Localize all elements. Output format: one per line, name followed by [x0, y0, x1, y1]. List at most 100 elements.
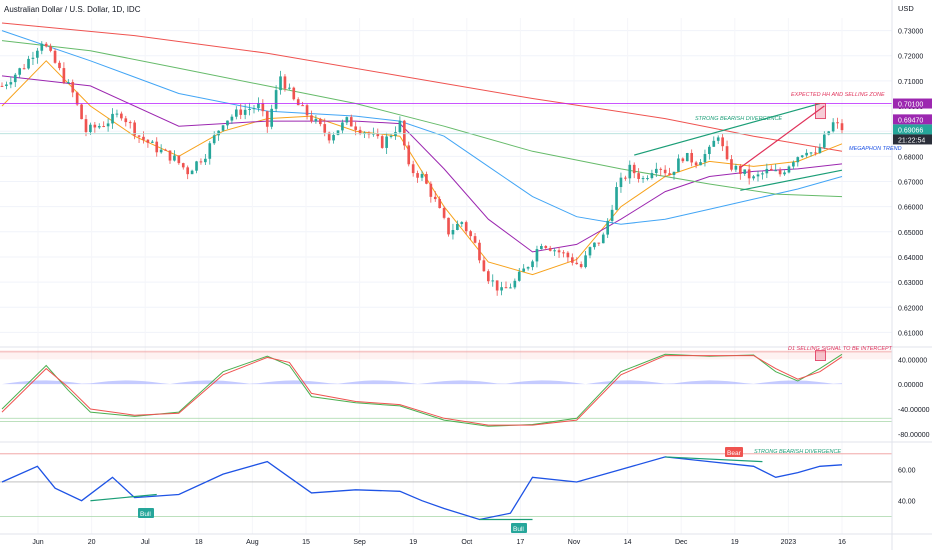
time-tick-label: 18 — [195, 539, 203, 546]
candle-body — [279, 76, 282, 91]
candle-body — [9, 82, 13, 85]
candlesticks — [0, 41, 844, 296]
candle-body — [840, 123, 844, 131]
candle-body — [681, 158, 685, 162]
candle-body — [380, 136, 384, 148]
candle-body — [120, 113, 123, 119]
price-tick-label: 0.65000 — [898, 230, 923, 237]
candle-body — [44, 43, 48, 47]
candle-body — [761, 173, 764, 175]
candle-body — [531, 261, 534, 268]
candle-body — [301, 105, 304, 107]
candle-body — [646, 178, 649, 180]
candle-body — [296, 99, 300, 106]
candle-body — [486, 271, 490, 282]
candle-body — [111, 113, 114, 124]
candle-body — [252, 108, 256, 110]
stochastic-panel — [0, 350, 892, 427]
time-tick-label: 20 — [88, 539, 96, 546]
candle-body — [221, 125, 225, 131]
candle-body — [738, 165, 742, 174]
time-tick-label: 14 — [624, 539, 632, 546]
candle-body — [248, 108, 251, 110]
price-badge: 0.69066 — [898, 127, 923, 134]
candle-body — [13, 74, 17, 83]
candle-body — [615, 187, 618, 210]
candle-body — [429, 183, 433, 197]
oscillator-line — [1, 355, 843, 426]
candle-body — [460, 222, 464, 224]
time-tick-label: Oct — [461, 539, 472, 546]
candle-body — [310, 115, 313, 122]
candle-body — [570, 257, 574, 263]
price-badge-bg — [893, 114, 932, 125]
candle-body — [243, 109, 247, 115]
candle-body — [358, 129, 362, 134]
candle-body — [522, 268, 526, 272]
candle-body — [734, 165, 738, 170]
candle-body — [226, 120, 229, 126]
candle-body — [106, 123, 110, 127]
candle-body — [517, 271, 521, 281]
candle-body — [49, 46, 52, 51]
price-tick-label: 0.64000 — [898, 255, 923, 262]
candle-body — [451, 229, 455, 235]
candle-body — [204, 158, 207, 163]
candle-body — [553, 250, 556, 252]
candle-body — [173, 155, 176, 161]
candle-body — [526, 267, 530, 269]
price-badge-bg — [893, 98, 932, 109]
candle-body — [562, 252, 565, 254]
candle-body — [447, 217, 450, 235]
candle-body — [115, 113, 119, 115]
candle-body — [610, 209, 614, 221]
candle-body — [504, 287, 508, 289]
candle-body — [22, 68, 26, 70]
candle-body — [62, 68, 66, 83]
candle-body — [128, 122, 132, 124]
candle-body — [93, 124, 97, 128]
candle-body — [137, 135, 141, 137]
candle-body — [814, 152, 817, 154]
candle-body — [836, 122, 839, 124]
price-badge-bg — [893, 124, 932, 135]
candle-body — [566, 252, 570, 258]
price-badge: 0.70100 — [898, 102, 923, 109]
candle-body — [425, 174, 428, 184]
candle-body — [606, 220, 610, 235]
megaphone-note: MEGAPHON TREND — [849, 146, 902, 152]
candle-body — [438, 199, 442, 209]
candle-body — [685, 153, 689, 162]
bull-tag-1-bg — [138, 508, 154, 518]
candle-body — [124, 118, 128, 123]
candle-body — [579, 264, 583, 268]
candle-body — [345, 117, 349, 123]
candle-body — [305, 105, 309, 116]
candle-body — [407, 145, 411, 165]
candle-body — [341, 122, 344, 131]
candle-body — [327, 132, 331, 141]
candle-body — [398, 120, 402, 133]
candle-body — [774, 170, 778, 172]
candle-body — [809, 152, 813, 154]
candle-body — [659, 168, 663, 170]
price-tick-label: 0.72000 — [898, 54, 923, 61]
bull-tag-2-bg — [511, 523, 527, 533]
bull-tag-1: Bull — [140, 511, 151, 518]
candle-body — [239, 109, 243, 115]
time-tick-label: 17 — [517, 539, 525, 546]
time-tick-label: 16 — [838, 539, 846, 546]
price-tick-label: 0.62000 — [898, 305, 923, 312]
candle-body — [654, 168, 658, 174]
candle-body — [336, 130, 340, 135]
candle-body — [469, 231, 472, 237]
price-tick-label: 0.68000 — [898, 154, 923, 161]
candle-body — [354, 126, 358, 130]
chart-title: Australian Dollar / U.S. Dollar, 1D, IDC — [4, 5, 141, 14]
candle-body — [234, 109, 238, 117]
candle-body — [363, 132, 366, 134]
candle-body — [800, 155, 804, 158]
candle-body — [597, 242, 601, 244]
